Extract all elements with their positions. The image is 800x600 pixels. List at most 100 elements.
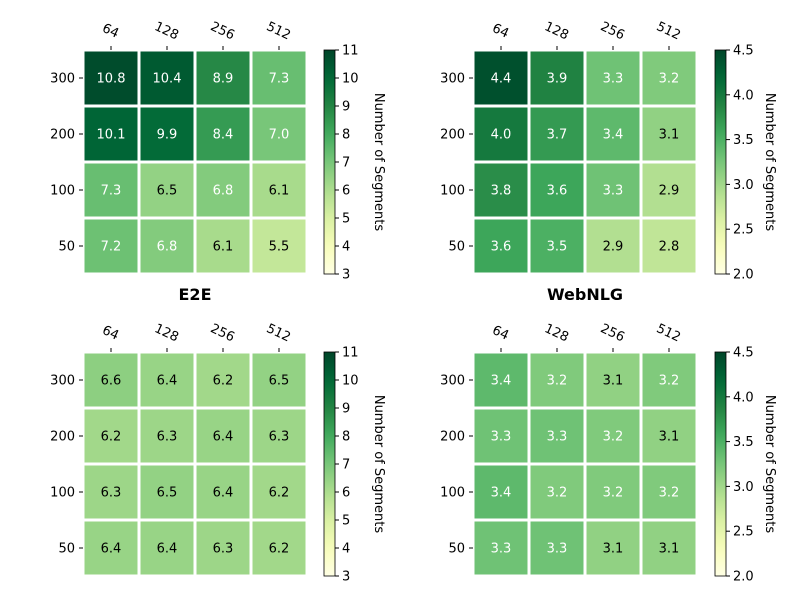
x-tick-label: 256 [598,19,627,43]
x-tick-label: 512 [264,19,293,43]
heatmap-cell [249,104,309,164]
cell-value-label: 6.1 [213,240,234,255]
x-tick-label: 256 [208,321,237,345]
cell-value-label: 3.3 [603,72,624,87]
x-tick-label: 512 [654,321,683,345]
heatmap-cell [583,518,643,578]
cell-value-label: 2.8 [659,240,680,255]
y-tick-label: 50 [448,240,465,255]
cell-value-label: 7.2 [101,240,122,255]
cell-value-label: 3.2 [603,430,624,445]
cell-value-label: 3.3 [547,430,568,445]
heatmap-cell [583,48,643,108]
y-tick-label: 300 [440,374,465,389]
colorbar-tick-label: 4.5 [733,44,754,59]
colorbar [323,49,336,275]
colorbar-tick-label: 11 [342,44,359,59]
colorbar-tick-label: 7 [342,156,350,171]
heatmap-cell [583,406,643,466]
y-tick-label: 300 [50,374,75,389]
x-tick-label: 256 [208,19,237,43]
heatmap-cell [249,462,309,522]
cell-value-label: 6.8 [157,240,178,255]
colorbar-tick-label: 9 [342,100,350,115]
cell-value-label: 7.0 [269,128,290,143]
heatmap-cell [137,160,197,220]
colorbar-label: Number of Segments [762,93,777,232]
colorbar [714,49,727,275]
cell-value-label: 3.3 [491,430,512,445]
colorbar-tick-label: 6 [342,184,350,199]
colorbar-label: Number of Segments [371,395,386,534]
heatmap-cell [471,104,531,164]
cell-value-label: 3.2 [659,72,680,87]
colorbar-tick-label: 3.5 [733,435,754,450]
cell-value-label: 3.6 [491,240,512,255]
y-tick-label: 200 [440,128,465,143]
y-tick-label: 50 [58,240,75,255]
cell-value-label: 2.9 [603,240,624,255]
cell-value-label: 3.4 [603,128,624,143]
cell-value-label: 3.3 [603,184,624,199]
cell-value-label: 3.2 [603,486,624,501]
colorbar-tick-label: 4.5 [733,346,754,361]
y-tick-label: 300 [50,72,75,87]
y-tick-label: 100 [440,486,465,501]
heatmap-cell [249,48,309,108]
x-tick-label: 128 [542,19,571,43]
heatmap-cell [639,462,699,522]
y-tick-label: 100 [50,184,75,199]
cell-value-label: 10.1 [97,128,126,143]
cell-value-label: 6.5 [269,374,290,389]
colorbar-tick-label: 2.0 [733,268,754,283]
colorbar-label: Number of Segments [371,93,386,232]
cell-value-label: 6.3 [213,542,234,557]
colorbar-tick-label: 5 [342,514,350,529]
colorbar-tick-label: 5 [342,212,350,227]
cell-value-label: 5.5 [269,240,290,255]
cell-value-label: 4.4 [491,72,512,87]
cell-value-label: 9.9 [157,128,178,143]
y-tick-label: 100 [50,486,75,501]
y-tick-label: 100 [440,184,465,199]
panel-title: E2E [179,285,212,304]
heatmap-cell [193,462,253,522]
colorbar-tick-label: 4.0 [733,390,754,405]
x-tick-label: 256 [598,321,627,345]
x-tick-label: 64 [490,21,511,42]
cell-value-label: 6.3 [101,486,122,501]
cell-value-label: 3.8 [491,184,512,199]
heatmap-cell [193,518,253,578]
heatmap-cell [471,160,531,220]
cell-value-label: 6.2 [269,486,290,501]
y-tick-label: 200 [440,430,465,445]
cell-value-label: 3.1 [603,374,624,389]
y-tick-label: 50 [448,542,465,557]
x-tick-label: 128 [542,321,571,345]
heatmap-cell [639,518,699,578]
colorbar-tick-label: 11 [342,346,359,361]
colorbar-tick-label: 10 [342,374,359,389]
cell-value-label: 3.1 [659,128,680,143]
cell-value-label: 8.4 [213,128,234,143]
cell-value-label: 6.4 [101,542,122,557]
colorbar-tick-label: 2.5 [733,525,754,540]
cell-value-label: 3.1 [659,542,680,557]
x-tick-label: 64 [100,21,121,42]
cell-value-label: 3.3 [491,542,512,557]
cell-value-label: 6.3 [269,430,290,445]
x-tick-label: 128 [152,321,181,345]
colorbar-tick-label: 3.5 [733,133,754,148]
heatmap-cell [471,462,531,522]
colorbar-tick-label: 7 [342,458,350,473]
heatmap-cell [639,160,699,220]
cell-value-label: 3.4 [491,374,512,389]
cell-value-label: 3.7 [547,128,568,143]
heatmap-panel-3: 6.6 6.4 6.2 6.5 6.2 6.3 6.4 6.3 6.3 6.5 6.4 6.2 6.4 6… [50,285,386,585]
cell-value-label: 4.0 [491,128,512,143]
x-tick-label: 64 [100,323,121,344]
cell-value-label: 6.1 [269,184,290,199]
cell-value-label: 3.1 [603,542,624,557]
cell-value-label: 7.3 [101,184,122,199]
